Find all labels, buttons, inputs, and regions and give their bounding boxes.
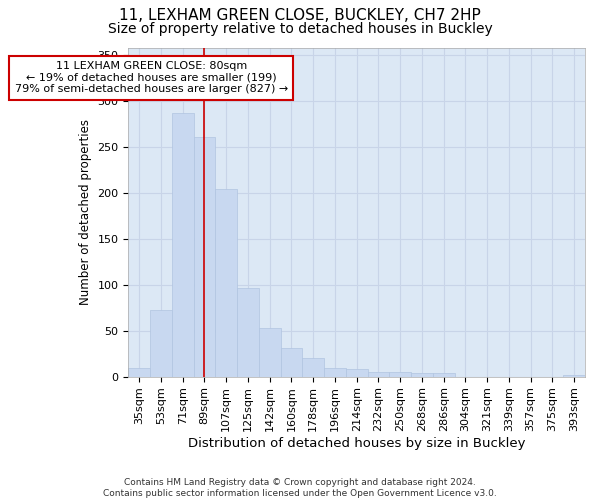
Bar bbox=[259, 328, 281, 376]
Bar bbox=[563, 375, 585, 376]
Bar bbox=[150, 310, 172, 376]
Bar bbox=[368, 372, 389, 376]
Bar bbox=[346, 370, 368, 376]
Bar bbox=[237, 288, 259, 376]
Bar bbox=[128, 368, 150, 376]
Bar bbox=[281, 348, 302, 376]
X-axis label: Distribution of detached houses by size in Buckley: Distribution of detached houses by size … bbox=[188, 437, 526, 450]
Bar bbox=[194, 136, 215, 376]
Bar bbox=[302, 358, 324, 376]
Text: Size of property relative to detached houses in Buckley: Size of property relative to detached ho… bbox=[107, 22, 493, 36]
Bar bbox=[215, 189, 237, 376]
Text: 11 LEXHAM GREEN CLOSE: 80sqm
← 19% of detached houses are smaller (199)
79% of s: 11 LEXHAM GREEN CLOSE: 80sqm ← 19% of de… bbox=[14, 62, 288, 94]
Bar bbox=[411, 373, 433, 376]
Bar bbox=[324, 368, 346, 376]
Bar bbox=[172, 113, 194, 376]
Text: Contains HM Land Registry data © Crown copyright and database right 2024.
Contai: Contains HM Land Registry data © Crown c… bbox=[103, 478, 497, 498]
Y-axis label: Number of detached properties: Number of detached properties bbox=[79, 119, 92, 305]
Bar bbox=[433, 373, 455, 376]
Bar bbox=[389, 372, 411, 376]
Text: 11, LEXHAM GREEN CLOSE, BUCKLEY, CH7 2HP: 11, LEXHAM GREEN CLOSE, BUCKLEY, CH7 2HP bbox=[119, 8, 481, 22]
